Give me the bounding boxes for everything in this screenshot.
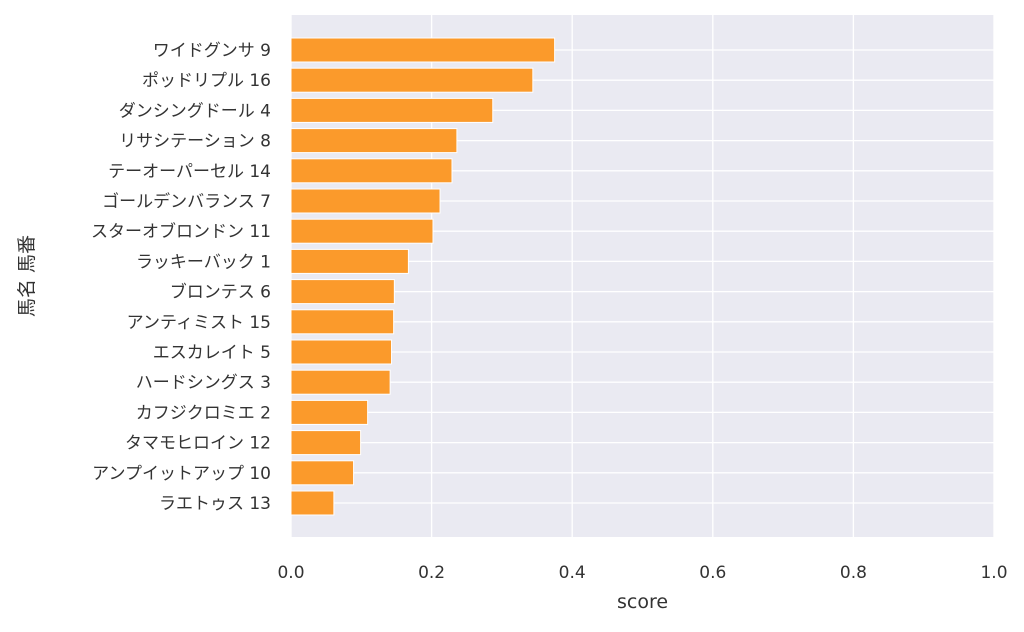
y-tick-labels: ワイドグンサ 9 ポッドリプル 16 ダンシングドール 4 リサシテーション 8 テーオ… xyxy=(91,41,271,514)
x-tick-labels: 0.0 0.2 0.4 0.6 0.8 1.0 xyxy=(277,563,1007,583)
bar xyxy=(290,399,369,425)
bar xyxy=(290,490,335,516)
y-tick-label: ラッキーバック 1 xyxy=(136,252,271,272)
bar xyxy=(290,369,391,395)
y-tick-label: アンティミスト 15 xyxy=(127,313,271,333)
bar xyxy=(290,37,556,63)
x-tick-label: 0.6 xyxy=(699,563,726,583)
bar xyxy=(290,128,458,154)
bar xyxy=(290,248,409,274)
bar xyxy=(290,309,395,335)
bar xyxy=(290,460,355,486)
x-tick-label: 0.2 xyxy=(418,563,445,583)
x-axis-label: score xyxy=(617,591,668,613)
x-tick-label: 1.0 xyxy=(980,563,1007,583)
y-tick-label: ワイドグンサ 9 xyxy=(153,41,271,61)
bar xyxy=(290,188,441,214)
x-tick-label: 0.0 xyxy=(277,563,304,583)
y-tick-label: ブロンテス 6 xyxy=(170,282,271,303)
bar xyxy=(290,67,534,93)
y-tick-label: ハードシングス 3 xyxy=(136,373,271,393)
y-tick-label: ダンシングドール 4 xyxy=(119,101,271,121)
y-tick-label: ラエトゥス 13 xyxy=(159,494,271,514)
bars xyxy=(290,37,556,516)
y-tick-label: タマモヒロイン 12 xyxy=(125,434,271,454)
y-tick-label: ポッドリプル 16 xyxy=(142,71,271,91)
y-tick-label: スターオブロンドン 11 xyxy=(91,221,271,242)
plot-background xyxy=(291,15,994,537)
x-tick-label: 0.8 xyxy=(840,563,867,583)
bar xyxy=(290,430,362,456)
bar xyxy=(290,158,453,184)
y-tick-label: ゴールデンバランス 7 xyxy=(102,191,271,212)
y-axis-label: 馬名 馬番 xyxy=(16,235,38,317)
y-tick-label: アンプイットアップ 10 xyxy=(92,464,271,484)
y-tick-label: カフジクロミエ 2 xyxy=(136,403,271,423)
y-tick-label: リサシテーション 8 xyxy=(119,132,271,152)
bar xyxy=(290,218,434,244)
y-tick-label: テーオーパーセル 14 xyxy=(108,162,271,182)
bar xyxy=(290,97,494,123)
x-tick-label: 0.4 xyxy=(559,563,586,583)
bar xyxy=(290,339,393,365)
y-tick-label: エスカレイト 5 xyxy=(153,343,271,363)
bar xyxy=(290,279,395,305)
